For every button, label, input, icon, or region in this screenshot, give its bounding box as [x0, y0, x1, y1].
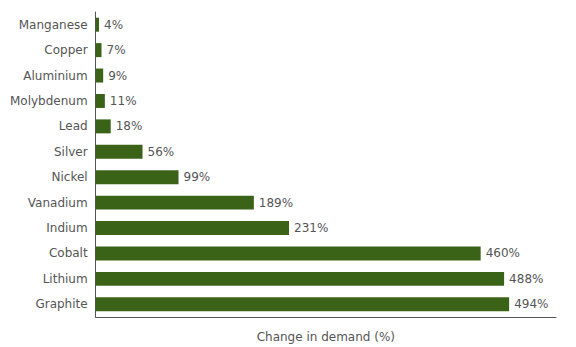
svg-text:Molybdenum: Molybdenum	[10, 94, 88, 108]
svg-text:488%: 488%	[509, 272, 543, 286]
svg-text:189%: 189%	[259, 196, 293, 210]
svg-text:Indium: Indium	[46, 221, 87, 235]
svg-text:7%: 7%	[107, 43, 126, 57]
svg-text:Graphite: Graphite	[35, 297, 87, 311]
svg-text:Nickel: Nickel	[51, 170, 87, 184]
svg-text:Vanadium: Vanadium	[28, 196, 88, 210]
svg-text:Aluminium: Aluminium	[23, 69, 87, 83]
svg-text:11%: 11%	[110, 94, 137, 108]
svg-text:Change in demand (%): Change in demand (%)	[257, 330, 395, 344]
svg-text:494%: 494%	[514, 297, 548, 311]
svg-text:460%: 460%	[486, 246, 520, 260]
svg-text:Manganese: Manganese	[19, 18, 88, 32]
svg-text:Cobalt: Cobalt	[49, 246, 88, 260]
svg-text:Copper: Copper	[44, 43, 87, 57]
svg-text:Lithium: Lithium	[43, 272, 88, 286]
svg-text:Lead: Lead	[59, 119, 88, 133]
svg-text:56%: 56%	[148, 145, 175, 159]
svg-text:9%: 9%	[108, 69, 127, 83]
svg-text:Silver: Silver	[54, 145, 88, 159]
svg-text:4%: 4%	[104, 18, 123, 32]
svg-text:231%: 231%	[294, 221, 328, 235]
svg-text:18%: 18%	[116, 119, 143, 133]
svg-text:99%: 99%	[184, 170, 211, 184]
